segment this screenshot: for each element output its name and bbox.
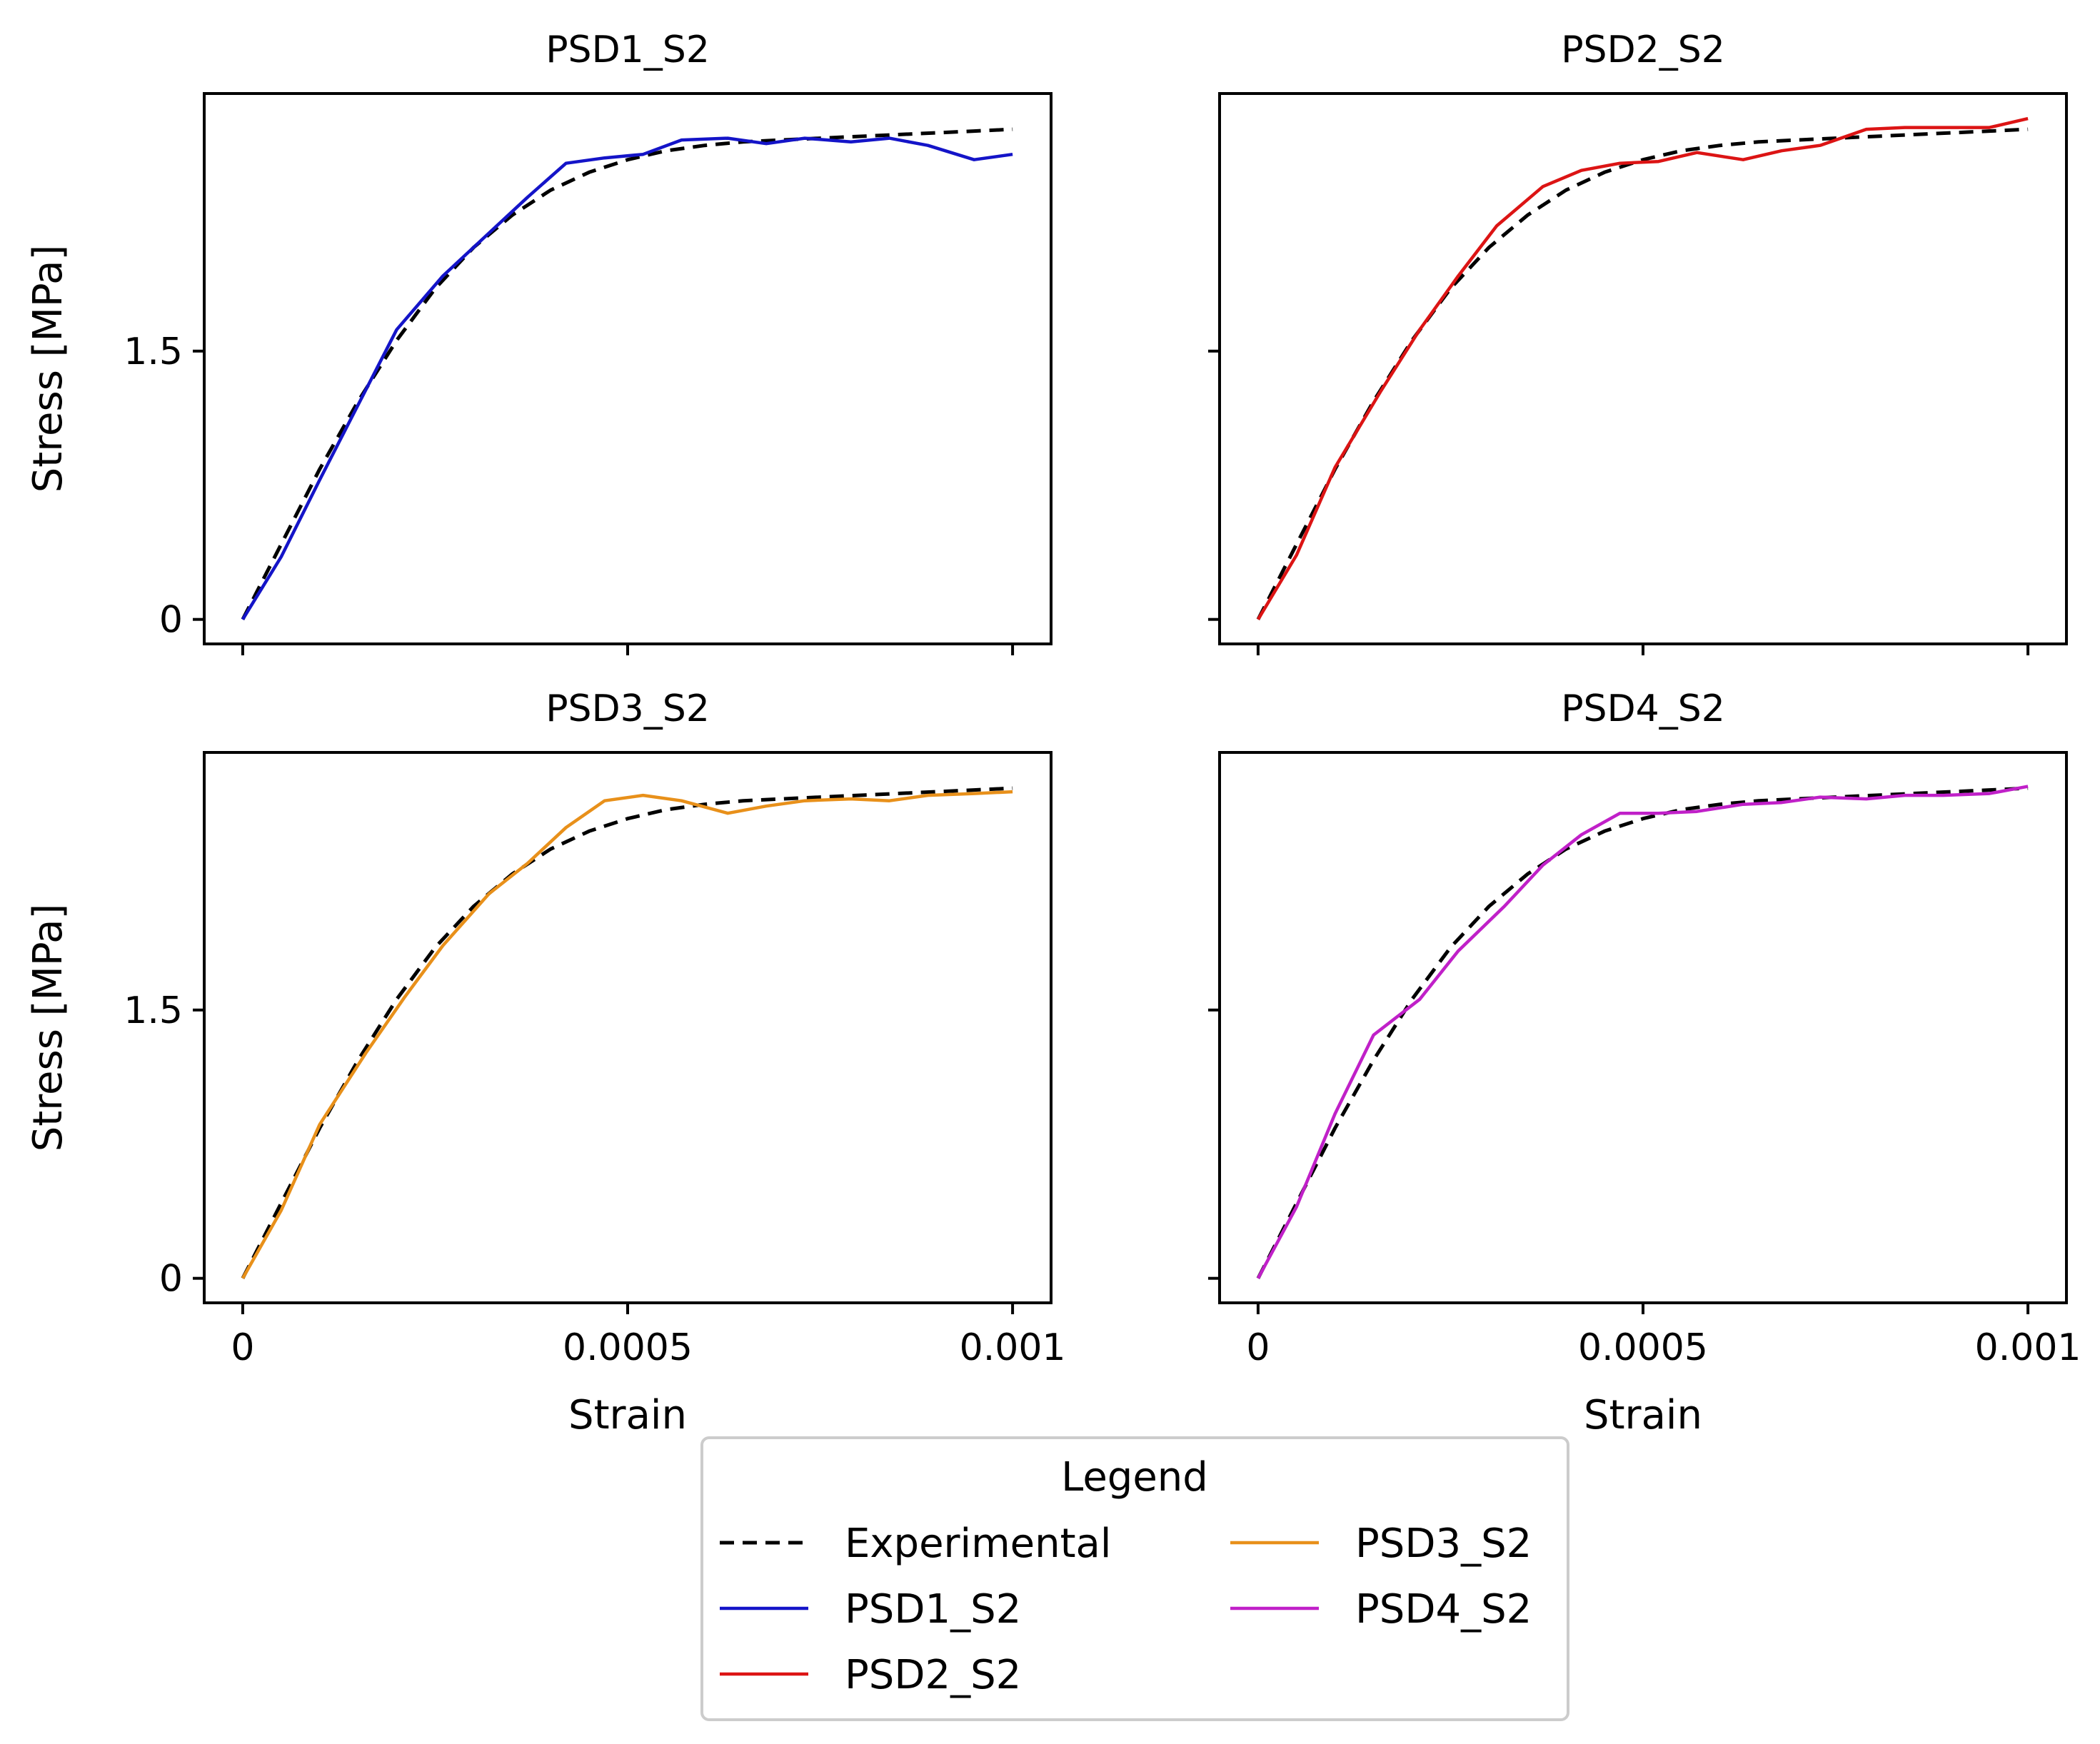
subplot-title: PSD4_S2 <box>1561 687 1725 730</box>
series-line-psd3-s2 <box>241 790 1013 1279</box>
subplot-3: PSD3_S2 0 0.0005 0.001 0 1.5 Strain Stress [MPa… <box>25 687 1066 1438</box>
x-axis-label: Strain <box>568 1392 687 1438</box>
subplot-title: PSD3_S2 <box>546 687 710 730</box>
series-line-psd1-s2 <box>241 136 1013 620</box>
subplot-1: PSD1_S2 0 1.5 Stress [MPa] <box>25 29 1052 655</box>
subplot-title: PSD1_S2 <box>546 29 710 71</box>
legend: Legend Experimental PSD1_S2 PSD2_S2 PSD3_S2 P… <box>700 1436 1569 1721</box>
legend-entry-label: PSD2_S2 <box>845 1652 1021 1698</box>
series-line-experimental <box>1256 127 2029 620</box>
x-tick-label: 0.0005 <box>1578 1326 1708 1369</box>
series-line-psd4-s2 <box>1256 785 2029 1279</box>
legend-box <box>700 1436 1569 1721</box>
series-line-experimental <box>241 127 1013 620</box>
legend-title: Legend <box>1061 1454 1208 1501</box>
x-tick-label: 0.001 <box>1975 1326 2081 1369</box>
y-tick-label: 0 <box>159 599 183 642</box>
series-line-experimental <box>1256 786 2029 1279</box>
y-axis-label: Stress [MPa] <box>25 245 71 493</box>
series-line-psd2-s2 <box>1256 116 2029 620</box>
subplot-grid: PSD1_S2 0 1.5 Stress [MPa] PSD2_S2 PSD3_S2 0 0.… <box>25 29 2081 1438</box>
axes-frame <box>203 92 1052 645</box>
subplot-2: PSD2_S2 <box>1208 29 2068 655</box>
legend-entry-label: Experimental <box>845 1521 1111 1567</box>
x-tick-label: 0.0005 <box>563 1326 693 1369</box>
x-tick-label: 0.001 <box>960 1326 1066 1369</box>
legend-entry-label: PSD1_S2 <box>845 1586 1021 1633</box>
y-tick-label: 0 <box>159 1258 183 1301</box>
y-axis-label: Stress [MPa] <box>25 904 71 1151</box>
x-tick-label: 0 <box>231 1326 254 1369</box>
series-line-experimental <box>241 786 1013 1279</box>
y-tick-label: 1.5 <box>124 331 183 373</box>
y-tick-label: 1.5 <box>124 989 183 1032</box>
axes-frame <box>203 751 1052 1304</box>
legend-entry-label: PSD4_S2 <box>1355 1586 1532 1633</box>
legend-entry-label: PSD3_S2 <box>1355 1521 1532 1567</box>
axes-frame <box>1218 92 2068 645</box>
x-tick-label: 0 <box>1246 1326 1270 1369</box>
x-axis-label: Strain <box>1584 1392 1702 1438</box>
axes-frame <box>1218 751 2068 1304</box>
subplot-4: PSD4_S2 0 0.0005 0.001 Strain <box>1208 687 2081 1438</box>
subplot-title: PSD2_S2 <box>1561 29 1725 71</box>
